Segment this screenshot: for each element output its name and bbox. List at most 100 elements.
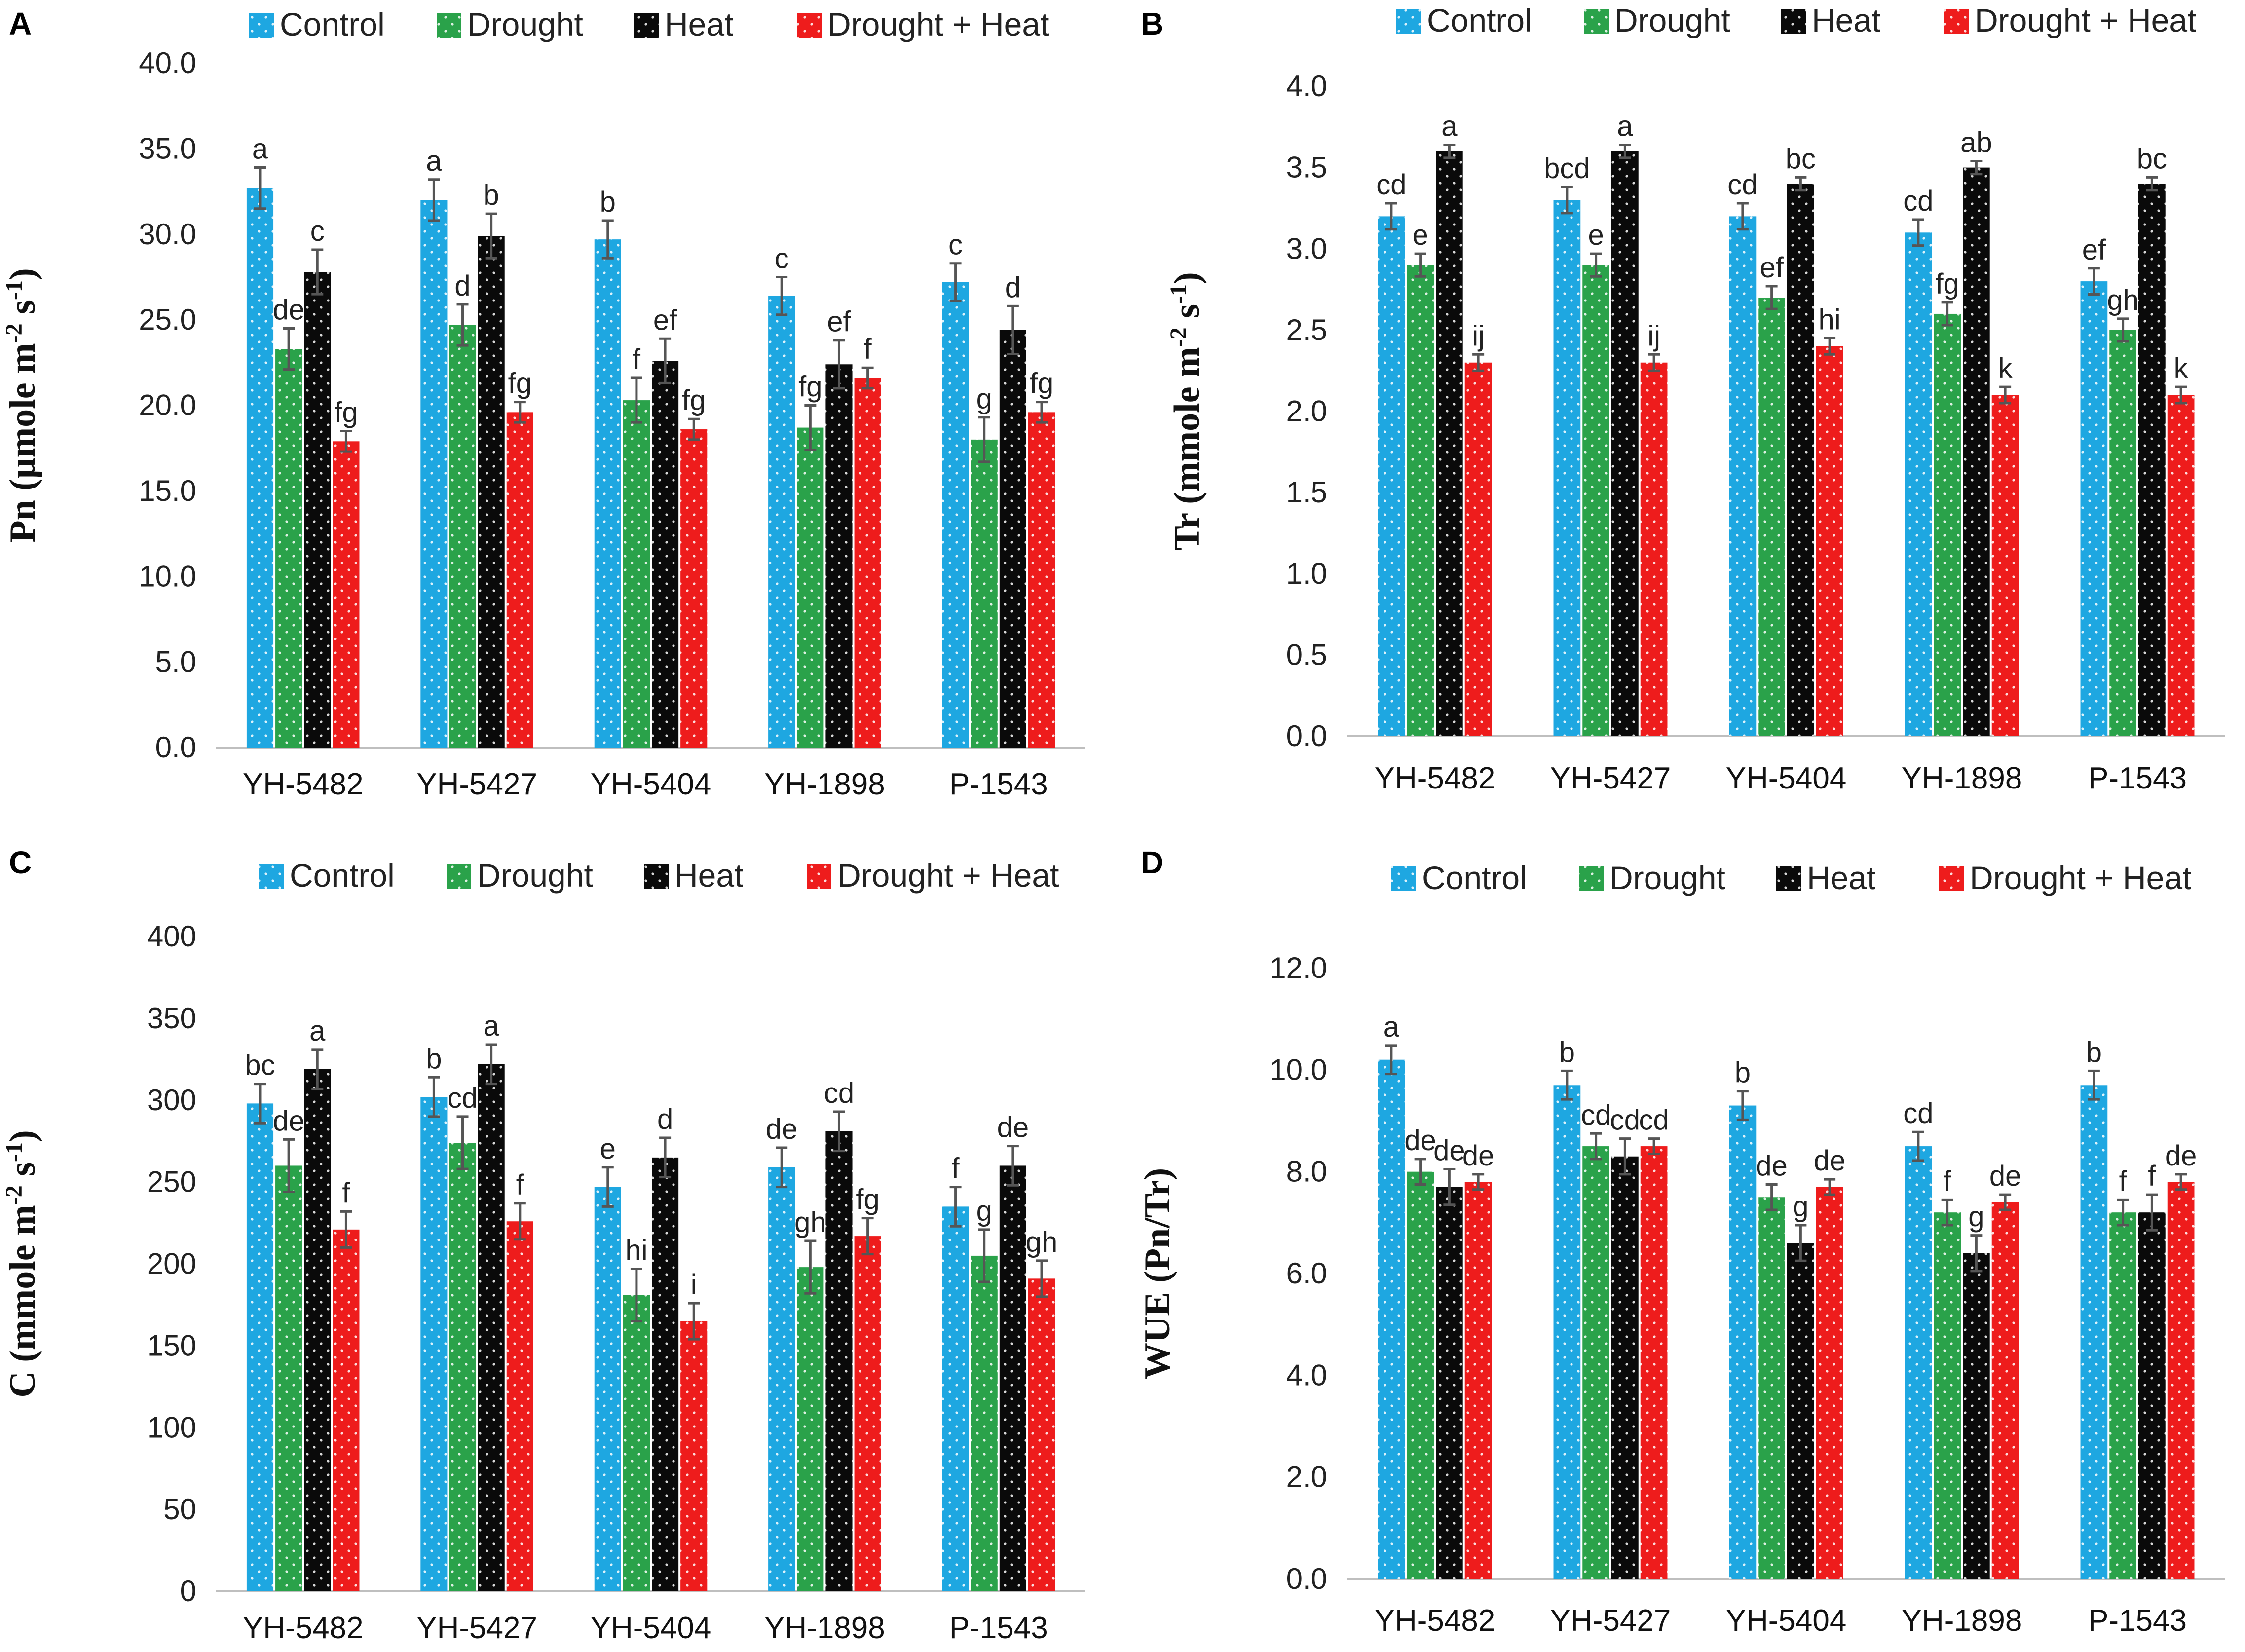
bar-heat [2138, 184, 2166, 736]
error-bar [1795, 1224, 1807, 1262]
bar-control [1553, 200, 1581, 737]
significance-letter: e [600, 1133, 616, 1165]
bar-drought-heat [506, 412, 533, 748]
bar-control [942, 282, 969, 748]
significance-letter: ef [1759, 252, 1784, 284]
significance-letter: fg [508, 368, 532, 400]
bar-control [594, 239, 621, 748]
error-bar [283, 1138, 295, 1194]
bar-drought [797, 1267, 824, 1591]
significance-letter: a [1441, 111, 1458, 143]
legend-swatch [1781, 9, 1806, 34]
bar-control [594, 1187, 621, 1591]
legend-label: Control [280, 6, 385, 42]
significance-letter: ab [1960, 126, 1992, 158]
error-bar [1619, 144, 1631, 159]
legend-label: Heat [674, 857, 743, 894]
bar-drought [275, 349, 302, 748]
error-bar [514, 401, 526, 424]
y-tick-label: 0.0 [1286, 1562, 1327, 1595]
significance-letter: c [775, 242, 789, 274]
bar-drought-heat [333, 1229, 360, 1591]
error-bar [601, 219, 614, 260]
error-bar [776, 1146, 788, 1189]
bar-drought [1582, 1146, 1609, 1579]
significance-letter: d [657, 1103, 673, 1135]
y-tick-label: 0.5 [1286, 638, 1327, 671]
error-bar [1036, 401, 1048, 424]
bar-heat [825, 364, 853, 748]
y-tick-label: 400 [147, 920, 196, 953]
error-bar [1590, 1132, 1602, 1161]
error-bar [2146, 1193, 2158, 1232]
bar-drought [971, 1255, 998, 1591]
bar-drought-heat [1816, 1187, 1843, 1579]
error-bar [2117, 1198, 2129, 1227]
y-tick-label: 6.0 [1286, 1257, 1327, 1290]
error-bar [456, 303, 469, 347]
significance-letter: g [1968, 1201, 1984, 1233]
significance-letter: f [952, 1153, 960, 1185]
legend-swatch [1396, 9, 1421, 34]
significance-letter: de [1404, 1125, 1436, 1157]
significance-letter: fg [856, 1184, 879, 1216]
y-axis-label: Tr (mmole m-2 s-1) [1165, 272, 1208, 550]
error-bar [659, 1136, 672, 1179]
legend-label: Drought [1614, 2, 1730, 38]
bar-drought [1758, 1197, 1785, 1579]
legend-label: Drought [1609, 860, 1725, 896]
significance-letter: f [864, 333, 872, 365]
y-tick-label: 3.5 [1286, 151, 1327, 184]
error-bar [630, 1267, 642, 1323]
significance-letter: de [273, 294, 305, 326]
x-category-label: YH-1898 [764, 1611, 885, 1645]
error-bar [340, 430, 352, 453]
significance-letter: ij [1472, 320, 1485, 352]
x-category-label: YH-5427 [1550, 761, 1671, 795]
error-bar [456, 1115, 469, 1170]
legend: Control Drought Heat Drought + Heat [1391, 860, 2191, 896]
significance-letter: gh [1026, 1226, 1058, 1258]
error-bar [833, 339, 845, 390]
bar-drought [797, 427, 824, 748]
significance-letter: a [426, 145, 442, 177]
error-bar [630, 376, 642, 424]
bar-control [1378, 216, 1405, 736]
significance-letter: d [1005, 271, 1021, 303]
bar-heat [1963, 1253, 1990, 1579]
y-tick-label: 0 [180, 1575, 196, 1608]
error-bar [804, 1239, 817, 1295]
y-tick-label: 250 [147, 1165, 196, 1199]
panel-letter: B [1141, 6, 1163, 41]
error-bar [2175, 385, 2187, 405]
error-bar [254, 166, 266, 210]
legend-swatch [807, 864, 831, 889]
legend-label: Drought + Heat [837, 857, 1059, 894]
error-bar [1736, 1090, 1749, 1121]
x-category-label: YH-5427 [1550, 1604, 1671, 1638]
y-tick-label: 100 [147, 1411, 196, 1444]
bar-drought [2109, 330, 2136, 736]
significance-letter: de [1989, 1160, 2021, 1192]
error-bar [1765, 285, 1778, 310]
legend-swatch [437, 13, 461, 38]
y-axis-label: WUE (Pn/Tr) [1137, 1168, 1178, 1379]
legend-swatch [1579, 866, 1604, 891]
error-bar [776, 275, 788, 316]
legend-swatch [1584, 9, 1609, 34]
bar-drought-heat [2167, 1182, 2195, 1579]
y-tick-label: 4.0 [1286, 1358, 1327, 1391]
significance-letter: de [997, 1112, 1029, 1144]
bar-drought [1407, 1171, 1434, 1579]
y-tick-label: 8.0 [1286, 1155, 1327, 1188]
significance-letter: de [2165, 1140, 2197, 1172]
y-tick-label: 1.5 [1286, 476, 1327, 509]
bar-control [246, 1103, 274, 1591]
bar-drought-heat [1991, 395, 2019, 736]
error-bar [1736, 202, 1749, 231]
significance-letter: e [1588, 219, 1604, 251]
legend-label: Control [1422, 860, 1527, 896]
bar-drought-heat [2167, 395, 2195, 736]
bar-control [420, 1097, 448, 1591]
